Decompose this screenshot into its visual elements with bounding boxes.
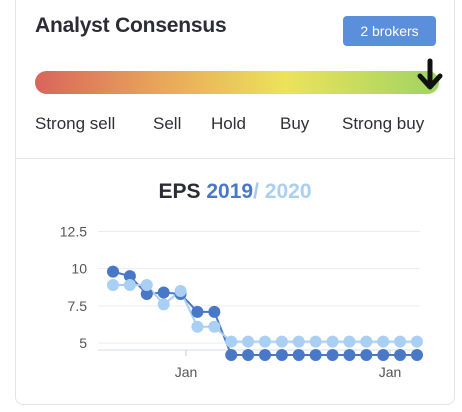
data-point-2019 (242, 349, 255, 362)
data-point-2019 (326, 349, 339, 362)
y-tick-label: 5 (79, 335, 87, 351)
card-title: Analyst Consensus (35, 14, 227, 37)
y-tick-label: 7.5 (68, 298, 88, 314)
eps-separator: / (253, 180, 259, 203)
data-point-2020 (225, 335, 238, 348)
data-point-2019 (225, 349, 238, 362)
data-point-2020 (360, 335, 373, 348)
data-point-2019 (107, 265, 119, 278)
eps-title: EPS 2019/ 2020 (16, 180, 454, 204)
data-point-2020 (309, 335, 322, 348)
data-point-2020 (140, 279, 153, 292)
data-point-2019 (123, 270, 136, 283)
data-point-2019 (157, 286, 170, 299)
data-point-2019 (140, 287, 153, 300)
consensus-arrow-down-icon (417, 58, 443, 90)
eps-year-2020[interactable]: 2020 (264, 180, 312, 203)
brokers-badge[interactable]: 2 brokers (343, 16, 436, 46)
data-point-2019 (360, 349, 373, 362)
eps-year-2019[interactable]: 2019 (206, 180, 254, 203)
data-point-2019 (343, 349, 356, 362)
data-point-2020 (292, 335, 305, 348)
data-point-2020 (174, 285, 187, 297)
consensus-label-buy: Buy (280, 114, 310, 133)
data-point-2019 (208, 305, 221, 318)
consensus-label-strong-buy: Strong buy (342, 114, 425, 133)
y-tick-label: 10 (71, 261, 87, 277)
consensus-gradient-bar (35, 71, 439, 94)
data-point-2019 (377, 349, 390, 362)
y-tick-label: 12.5 (60, 223, 87, 239)
consensus-label-hold: Hold (211, 114, 246, 133)
data-point-2020 (275, 335, 288, 348)
analyst-consensus-card: Analyst Consensus 2 brokers Strong sell … (15, 0, 455, 405)
data-point-2020 (343, 335, 356, 348)
data-point-2020 (411, 335, 423, 348)
consensus-labels: Strong sell Sell Hold Buy Strong buy (35, 114, 440, 136)
data-point-2019 (259, 349, 271, 362)
data-point-2020 (107, 279, 119, 292)
data-point-2020 (326, 335, 339, 348)
data-point-2019 (411, 349, 423, 362)
data-point-2020 (191, 320, 204, 333)
data-point-2020 (157, 298, 170, 311)
data-point-2020 (377, 335, 390, 348)
data-point-2019 (275, 349, 288, 362)
data-point-2019 (191, 305, 204, 318)
data-point-2020 (242, 335, 255, 348)
data-point-2019 (394, 349, 407, 362)
data-point-2020 (123, 279, 136, 292)
data-point-2020 (208, 320, 221, 333)
x-tick-label: Jan (379, 364, 402, 380)
data-point-2019 (309, 349, 322, 362)
x-tick-label: Jan (175, 364, 198, 380)
consensus-label-sell: Sell (153, 114, 182, 133)
data-point-2019 (292, 349, 305, 362)
data-point-2020 (259, 335, 271, 348)
consensus-label-strong-sell: Strong sell (35, 114, 116, 133)
eps-chart: 12.5 10 7.5 5 Jan Jan (60, 223, 423, 380)
data-point-2020 (394, 335, 407, 348)
eps-label: EPS (158, 180, 201, 203)
section-divider (16, 158, 454, 159)
